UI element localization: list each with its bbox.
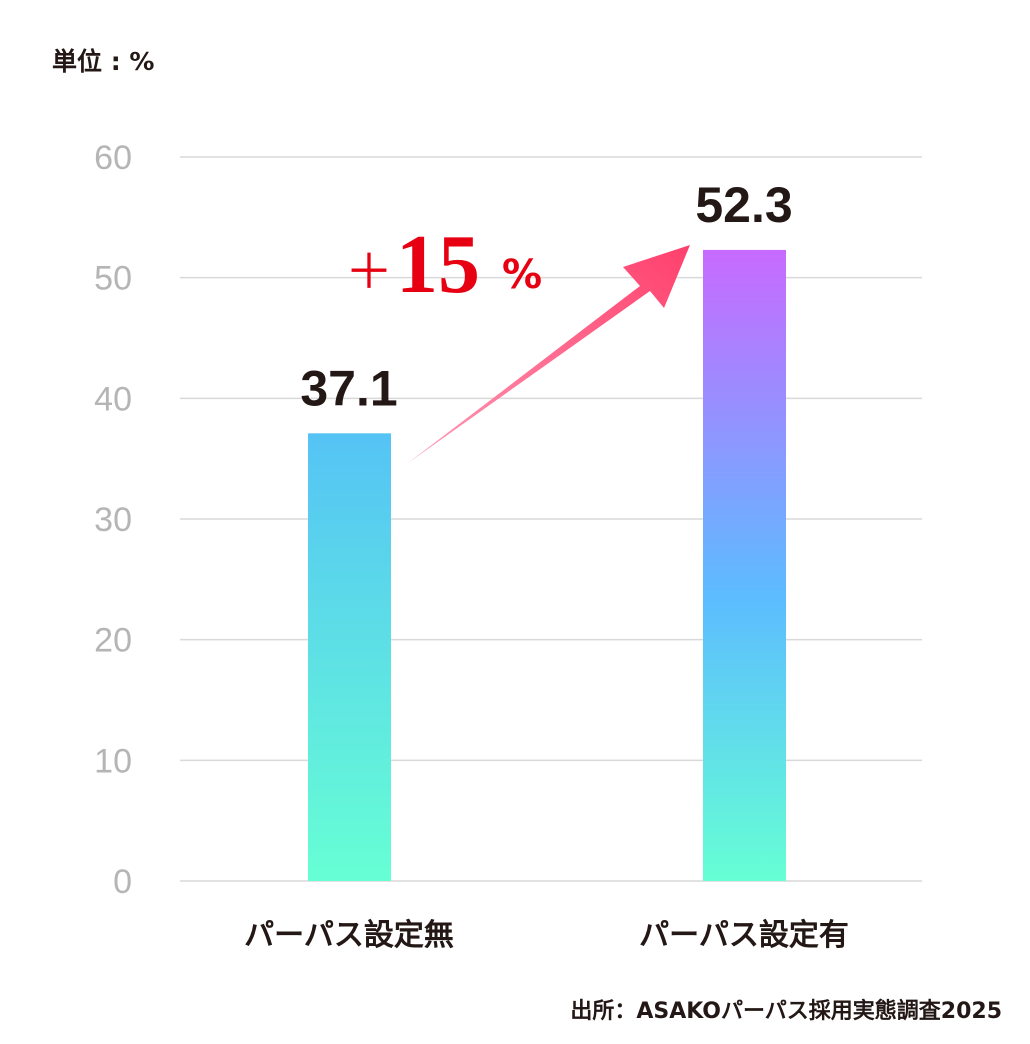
annotation-number: 15 bbox=[396, 218, 480, 311]
y-tick-label: 20 bbox=[94, 622, 132, 660]
y-tick-label: 10 bbox=[94, 742, 132, 780]
increase-arrow bbox=[408, 245, 690, 463]
x-category-label: パーパス設定有 bbox=[639, 918, 849, 953]
y-tick-label: 40 bbox=[94, 380, 132, 418]
annotation-plus: ＋ bbox=[345, 244, 393, 300]
y-tick-label: 60 bbox=[94, 139, 132, 177]
bar bbox=[703, 249, 786, 881]
unit-label: 単位 : % bbox=[52, 47, 154, 76]
bar bbox=[308, 433, 391, 881]
value-label: 52.3 bbox=[695, 177, 792, 233]
annotation-percent: % bbox=[502, 252, 542, 298]
x-category-label: パーパス設定無 bbox=[244, 918, 454, 953]
source-note: 出所：ASAKOパーパス採用実態調査2025 bbox=[570, 998, 1002, 1024]
y-tick-label: 0 bbox=[113, 863, 132, 901]
y-tick-label: 50 bbox=[94, 260, 132, 298]
y-tick-label: 30 bbox=[94, 501, 132, 539]
value-label: 37.1 bbox=[300, 360, 397, 416]
